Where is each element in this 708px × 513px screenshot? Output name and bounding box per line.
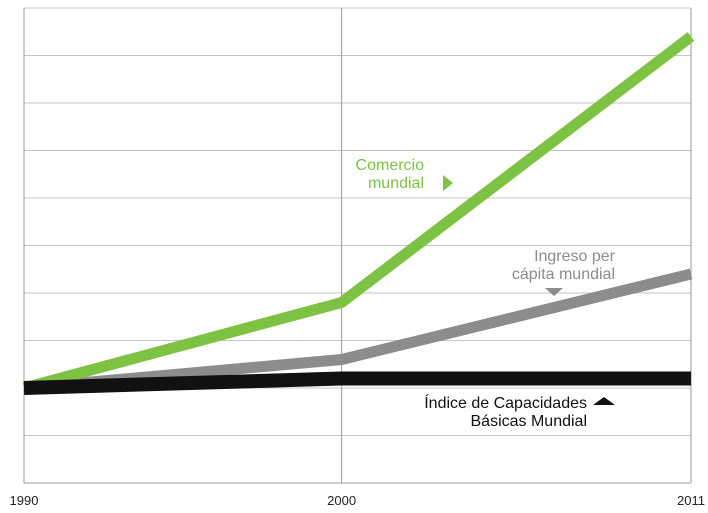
series-label-ingreso: Ingreso per xyxy=(534,248,616,265)
series-line-icb xyxy=(23,371,691,395)
axes xyxy=(23,8,692,484)
series-label-ingreso: cápita mundial xyxy=(512,266,615,283)
triangle-up-icon xyxy=(593,397,615,405)
triangle-down-icon xyxy=(545,288,563,296)
x-tick-label: 2000 xyxy=(327,493,356,508)
series-label-icb: Índice de Capacidades xyxy=(424,393,587,412)
series-label-comercio: Comercio xyxy=(356,157,425,174)
x-tick-label: 1990 xyxy=(10,493,39,508)
series-label-icb: Básicas Mundial xyxy=(471,413,588,430)
series-label-comercio: mundial xyxy=(368,175,424,192)
series-line-comercio xyxy=(22,32,695,394)
grid xyxy=(24,7,691,436)
x-tick-labels: 1990 2000 2011 xyxy=(10,493,705,508)
series-lines xyxy=(22,32,695,395)
triangle-right-icon xyxy=(443,175,453,191)
x-tick-label: 2011 xyxy=(677,493,705,508)
